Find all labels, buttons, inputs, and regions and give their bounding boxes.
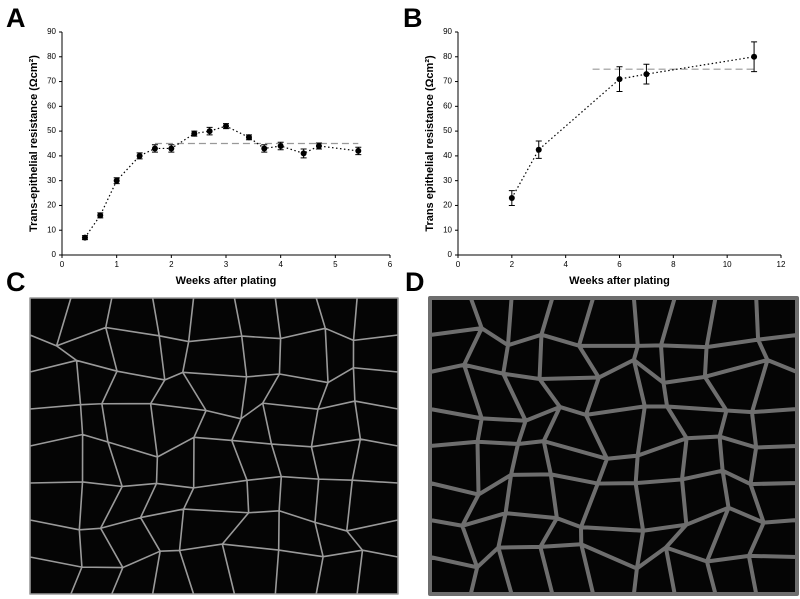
data-point bbox=[223, 123, 229, 130]
data-point bbox=[136, 152, 143, 159]
x-tick-label: 0 bbox=[456, 260, 461, 269]
x-tick-label: 0 bbox=[60, 260, 65, 269]
data-point bbox=[535, 146, 542, 153]
y-axis-title: Trans-epithelial resistance (Ωcm²) bbox=[28, 55, 40, 232]
x-axis-title: Weeks after plating bbox=[176, 275, 277, 287]
panel-label: A bbox=[6, 3, 26, 33]
data-point bbox=[355, 147, 362, 154]
y-tick-label: 10 bbox=[443, 225, 452, 234]
x-tick-label: 6 bbox=[388, 260, 393, 269]
data-point bbox=[261, 145, 268, 152]
y-tick-label: 90 bbox=[443, 27, 452, 36]
data-point bbox=[113, 177, 120, 184]
y-tick-label: 60 bbox=[47, 101, 56, 110]
x-tick-label: 12 bbox=[777, 260, 786, 269]
y-tick-label: 50 bbox=[47, 126, 56, 135]
x-tick-label: 3 bbox=[224, 260, 229, 269]
y-tick-label: 30 bbox=[443, 176, 452, 185]
x-tick-label: 4 bbox=[563, 260, 568, 269]
y-tick-label: 0 bbox=[52, 250, 57, 259]
x-tick-label: 5 bbox=[333, 260, 338, 269]
y-tick-label: 40 bbox=[443, 151, 452, 160]
data-point bbox=[643, 71, 650, 78]
cell-borders bbox=[29, 297, 399, 595]
y-tick-label: 10 bbox=[47, 225, 56, 234]
y-tick-label: 80 bbox=[443, 52, 452, 61]
y-tick-label: 20 bbox=[443, 201, 452, 210]
series-line bbox=[511, 56, 755, 199]
data-point bbox=[315, 142, 322, 149]
x-tick-label: 2 bbox=[169, 260, 174, 269]
y-axis-title: Trans epithelial resistance (Ωcm²) bbox=[424, 55, 436, 232]
x-tick-label: 10 bbox=[723, 260, 732, 269]
y-tick-label: 40 bbox=[47, 151, 56, 160]
y-tick-label: 30 bbox=[47, 176, 56, 185]
panel-label: D bbox=[405, 267, 425, 297]
y-tick-label: 0 bbox=[448, 250, 453, 259]
data-point bbox=[206, 128, 213, 135]
series-line bbox=[84, 125, 359, 238]
x-tick-label: 8 bbox=[671, 260, 676, 269]
cell-borders bbox=[428, 296, 799, 596]
x-tick-label: 2 bbox=[510, 260, 515, 269]
data-point bbox=[97, 212, 104, 219]
data-point bbox=[191, 130, 198, 137]
panel-label: B bbox=[403, 3, 423, 33]
data-point bbox=[508, 195, 515, 202]
y-tick-label: 80 bbox=[47, 52, 56, 61]
y-tick-label: 90 bbox=[47, 27, 56, 36]
micrograph-c bbox=[30, 298, 398, 594]
data-point bbox=[81, 234, 88, 241]
data-point bbox=[168, 145, 175, 152]
data-point bbox=[300, 150, 307, 157]
data-point bbox=[151, 145, 158, 152]
y-tick-label: 20 bbox=[47, 201, 56, 210]
x-tick-label: 4 bbox=[278, 260, 283, 269]
y-tick-label: 70 bbox=[47, 77, 56, 86]
x-tick-label: 1 bbox=[114, 260, 119, 269]
panel-label: C bbox=[6, 267, 26, 297]
x-tick-label: 6 bbox=[617, 260, 622, 269]
x-axis-title: Weeks after plating bbox=[569, 275, 670, 287]
y-tick-label: 60 bbox=[443, 101, 452, 110]
y-tick-label: 70 bbox=[443, 77, 452, 86]
y-tick-label: 50 bbox=[443, 126, 452, 135]
data-point bbox=[751, 53, 758, 60]
data-point bbox=[616, 76, 623, 83]
data-point bbox=[277, 142, 284, 149]
data-point bbox=[245, 134, 252, 141]
